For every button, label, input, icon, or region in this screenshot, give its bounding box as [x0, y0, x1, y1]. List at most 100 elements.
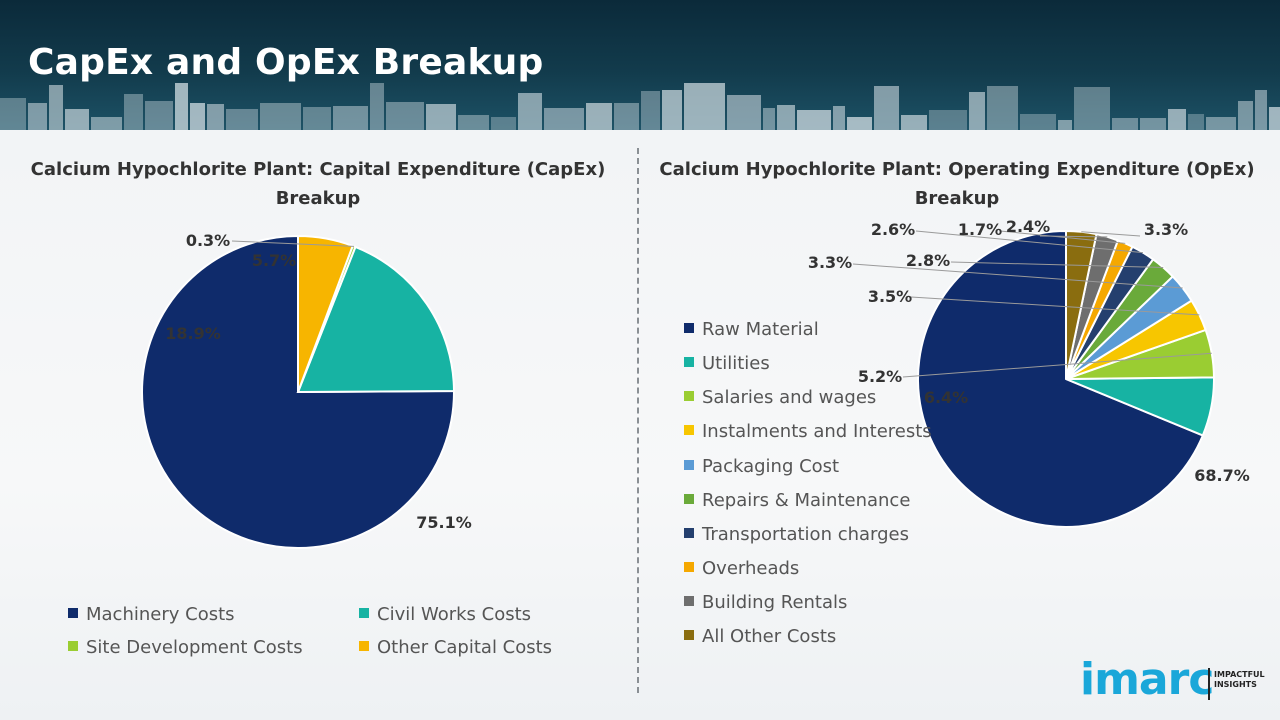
logo-tagline: IMPACTFUL INSIGHTS: [1214, 670, 1265, 689]
skyline-building: [145, 101, 173, 130]
pie-slice-machinery-costs: [141, 234, 455, 549]
skyline-building: [847, 117, 872, 130]
skyline-building: [124, 94, 143, 130]
legend-swatch: [684, 596, 694, 606]
legend-swatch: [684, 562, 694, 572]
skyline-building: [544, 108, 584, 130]
leader-line: [852, 263, 1183, 289]
legend-swatch: [684, 528, 694, 538]
pie-data-label: 3.5%: [868, 287, 912, 306]
skyline-building: [491, 117, 516, 130]
legend-swatch: [68, 641, 78, 651]
logo-wordmark: imarc: [1080, 654, 1214, 705]
skyline-building: [226, 109, 258, 130]
pie-data-label: 18.9%: [165, 324, 221, 343]
skyline-building: [386, 102, 424, 130]
header-banner: CapEx and OpEx Breakup: [0, 0, 1280, 130]
legend-swatch: [684, 425, 694, 435]
legend-swatch: [684, 323, 694, 333]
pie-data-label: 2.8%: [906, 251, 950, 270]
leader-line: [910, 296, 1200, 316]
skyline-building: [370, 83, 384, 130]
skyline-building: [727, 95, 761, 130]
skyline-building: [1238, 101, 1253, 130]
skyline-building: [458, 115, 489, 130]
pie-slice-raw-material: [917, 229, 1205, 528]
leader-line: [1039, 235, 1108, 238]
leader-line: [1081, 231, 1141, 237]
capex-legend-item-site-development: Site Development Costs: [68, 637, 303, 658]
leader-line: [902, 352, 1212, 378]
opex-legend-item-overheads: Overheads: [684, 558, 799, 579]
skyline-building: [777, 105, 795, 130]
skyline-building: [91, 117, 122, 130]
skyline-building: [662, 90, 682, 130]
pie-data-label: 1.7%: [958, 220, 1002, 239]
skyline-building: [797, 110, 831, 130]
opex-legend-item-packaging: Packaging Cost: [684, 456, 839, 477]
capex-legend-item-civil-works: Civil Works Costs: [359, 604, 531, 625]
skyline-building: [49, 85, 63, 130]
pie-data-label: 5.2%: [858, 367, 902, 386]
pie-data-label: 3.3%: [1144, 220, 1188, 239]
opex-legend-item-building-rentals: Building Rentals: [684, 592, 847, 613]
skyline-building: [763, 108, 775, 130]
city-skyline-graphic: [0, 83, 1280, 130]
skyline-building: [1058, 120, 1072, 130]
skyline-building: [518, 93, 542, 130]
leader-line: [231, 240, 355, 247]
legend-swatch: [684, 494, 694, 504]
pie-data-label: 0.3%: [186, 231, 230, 250]
skyline-building: [1255, 90, 1267, 130]
skyline-building: [1020, 114, 1056, 130]
skyline-building: [303, 107, 331, 130]
skyline-building: [0, 98, 26, 130]
pie-slice-civil-works-costs: [296, 245, 456, 394]
skyline-building: [987, 86, 1018, 130]
pie-data-label: 3.3%: [808, 253, 852, 272]
capex-legend-item-other-capital: Other Capital Costs: [359, 637, 552, 658]
pie-data-label: 75.1%: [416, 513, 472, 532]
skyline-building: [1112, 118, 1138, 130]
skyline-building: [833, 106, 845, 130]
pie-data-label: 2.6%: [871, 220, 915, 239]
skyline-building: [426, 104, 456, 130]
skyline-building: [641, 91, 660, 130]
skyline-building: [1206, 117, 1236, 130]
capex-title-line-1: Calcium Hypochlorite Plant: Capital Expe…: [30, 159, 606, 180]
skyline-building: [65, 109, 89, 130]
skyline-building: [1074, 87, 1110, 130]
opex-legend-item-instalments: Instalments and Interests: [684, 421, 932, 442]
skyline-building: [1188, 114, 1204, 130]
legend-swatch: [68, 608, 78, 618]
logo-separator: [1208, 668, 1210, 700]
skyline-building: [929, 110, 967, 130]
opex-legend-item-salaries: Salaries and wages: [684, 387, 876, 408]
skyline-building: [175, 83, 188, 130]
skyline-building: [28, 103, 47, 130]
legend-swatch: [684, 357, 694, 367]
opex-legend-item-raw-material: Raw Material: [684, 319, 819, 340]
leader-line: [950, 261, 1164, 268]
skyline-building: [901, 115, 927, 130]
skyline-building: [190, 103, 205, 130]
skyline-building: [260, 103, 301, 130]
pie-data-label: 5.7%: [252, 251, 296, 270]
skyline-building: [1140, 118, 1166, 130]
opex-title-line-1: Calcium Hypochlorite Plant: Operating Ex…: [659, 159, 1255, 180]
legend-swatch: [359, 641, 369, 651]
skyline-building: [1168, 109, 1186, 130]
leader-line: [915, 230, 1144, 254]
opex-legend-item-utilities: Utilities: [684, 353, 770, 374]
skyline-building: [614, 103, 639, 130]
legend-swatch: [684, 630, 694, 640]
opex-title-line-2: Breakup: [914, 188, 1000, 209]
legend-swatch: [684, 391, 694, 401]
skyline-building: [333, 106, 368, 130]
pie-data-label: 2.4%: [1006, 217, 1050, 236]
skyline-building: [684, 83, 725, 130]
opex-chart-title: Calcium Hypochlorite Plant: Operating Ex…: [652, 155, 1262, 213]
pie-data-label: 6.4%: [924, 388, 968, 407]
opex-pie-chart: 68.7% 6.4% 5.2% 3.5% 3.3% 2.8% 2.6% 1.7% 2.4% 3.3…: [808, 217, 1250, 528]
